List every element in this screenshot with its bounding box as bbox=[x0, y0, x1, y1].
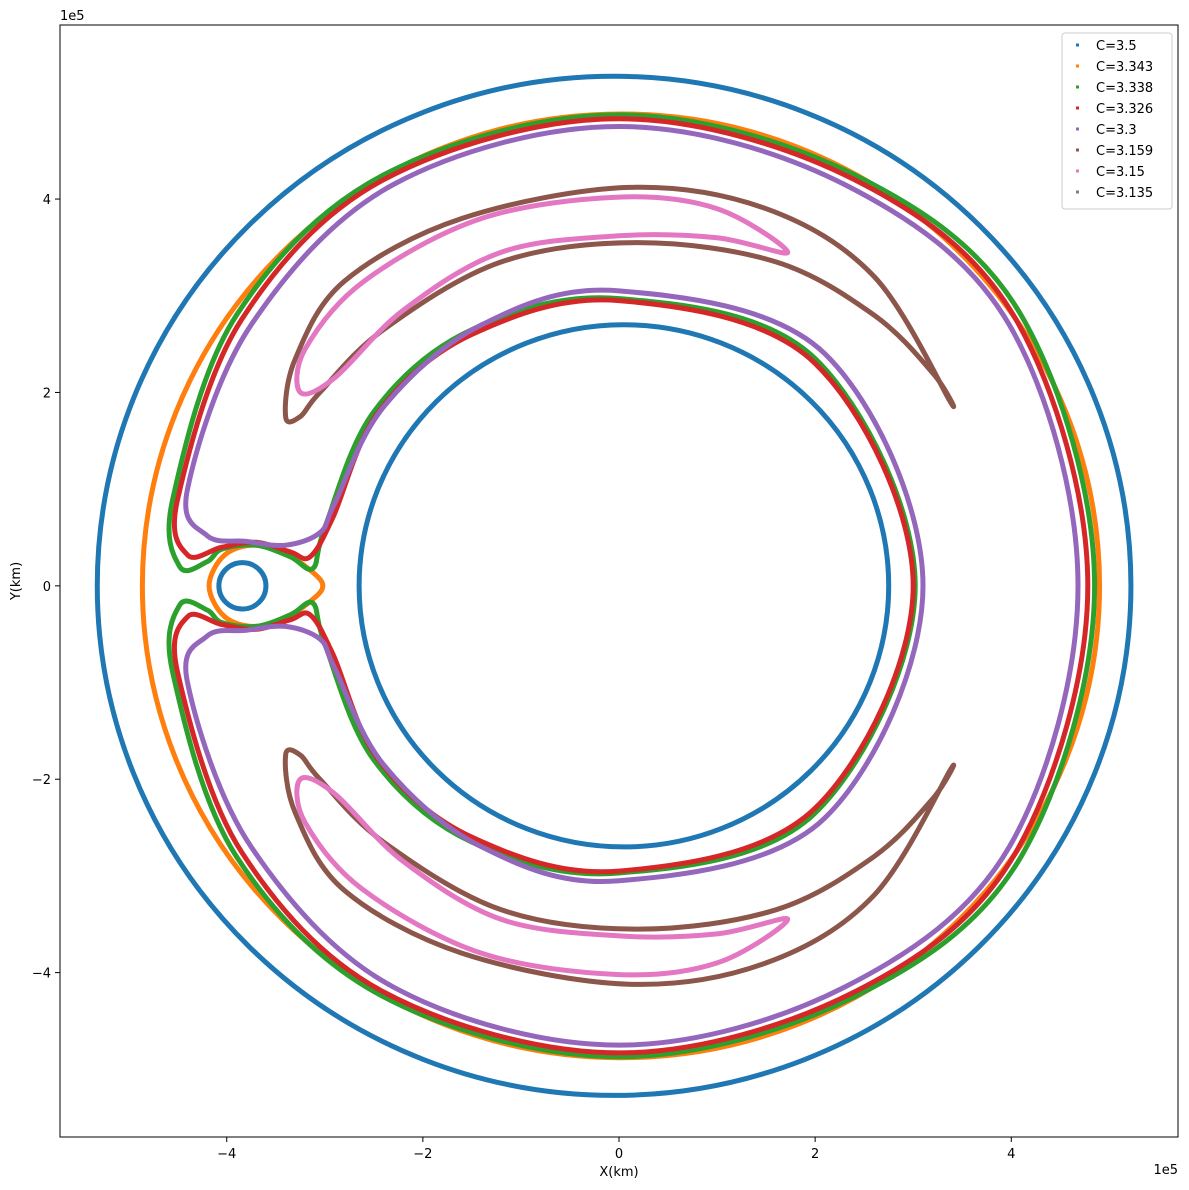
x-offset-label: 1e5 bbox=[1153, 1163, 1178, 1178]
y-tick-label: −2 bbox=[32, 773, 51, 788]
data-curves bbox=[94, 73, 1134, 1098]
y-axis-label: Y(km) bbox=[9, 562, 24, 601]
legend-box bbox=[1061, 32, 1173, 210]
y-offset-label: 1e5 bbox=[60, 9, 85, 24]
legend-marker bbox=[1076, 169, 1079, 173]
legend-label: C=3.326 bbox=[1096, 102, 1153, 117]
series-5-curve-1 bbox=[282, 747, 957, 987]
y-tick-label: 2 bbox=[43, 386, 51, 401]
legend-marker bbox=[1076, 85, 1079, 89]
legend-label: C=3.343 bbox=[1096, 60, 1153, 75]
legend-marker bbox=[1076, 64, 1079, 68]
x-tick-label: −2 bbox=[413, 1147, 432, 1162]
series-4-curve-0 bbox=[183, 124, 1081, 1048]
series-6-curve-0 bbox=[294, 194, 791, 397]
x-tick-label: −4 bbox=[217, 1147, 236, 1162]
y-tick-label: 4 bbox=[43, 193, 51, 208]
x-axis-ticks: −4 −2 0 2 4 bbox=[217, 1137, 1015, 1162]
series-5-curve-0 bbox=[282, 184, 957, 425]
x-tick-label: 2 bbox=[811, 1147, 819, 1162]
legend-marker bbox=[1076, 127, 1079, 131]
legend-label: C=3.338 bbox=[1096, 81, 1153, 96]
y-tick-label: 0 bbox=[43, 580, 51, 595]
x-axis-label: X(km) bbox=[599, 1165, 638, 1180]
legend-label: C=3.3 bbox=[1096, 123, 1137, 138]
y-axis-ticks: −4 −2 0 2 4 bbox=[32, 193, 60, 982]
legend-marker bbox=[1076, 190, 1079, 194]
plot-area bbox=[60, 25, 1178, 1137]
legend: C=3.5 C=3.343 C=3.338 C=3.326 C=3.3 C=3.159 C=… bbox=[1061, 32, 1173, 210]
legend-marker bbox=[1076, 43, 1079, 47]
legend-label: C=3.159 bbox=[1096, 144, 1153, 159]
legend-marker bbox=[1076, 106, 1079, 110]
y-tick-label: −4 bbox=[32, 967, 51, 982]
legend-marker bbox=[1076, 148, 1079, 152]
legend-label: C=3.5 bbox=[1096, 39, 1137, 54]
series-0-curve-1 bbox=[356, 322, 892, 850]
series-0-curve-2 bbox=[216, 560, 269, 612]
series-0-curve-0 bbox=[94, 73, 1134, 1098]
legend-label: C=3.15 bbox=[1096, 165, 1145, 180]
x-tick-label: 4 bbox=[1007, 1147, 1015, 1162]
series-6-curve-1 bbox=[294, 775, 791, 978]
legend-label: C=3.135 bbox=[1096, 186, 1153, 201]
x-tick-label: 0 bbox=[615, 1147, 623, 1162]
